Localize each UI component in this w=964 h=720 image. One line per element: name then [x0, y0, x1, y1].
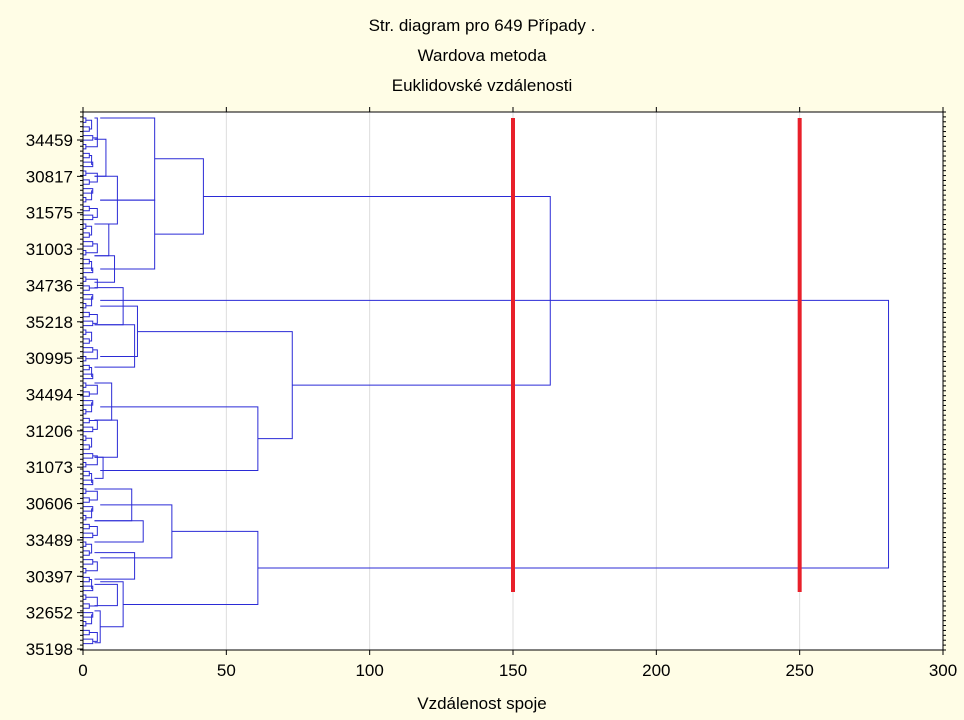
cluster-link [100, 299, 890, 569]
leaf-link [85, 384, 98, 395]
x-tick-label: 100 [355, 661, 383, 680]
leaf-link [89, 155, 93, 165]
leaf-label: 31073 [26, 458, 73, 477]
leaf-label: 31003 [26, 240, 73, 259]
sub-cluster-link [94, 255, 116, 283]
leaf-link [85, 172, 98, 183]
sub-cluster-link [94, 583, 118, 607]
leaf-link [85, 561, 98, 572]
leaf-link [83, 479, 94, 486]
leaf-label: 32652 [26, 604, 73, 623]
leaf-link [89, 632, 98, 642]
leaf-link [89, 526, 98, 536]
leaf-label: 34459 [26, 131, 73, 150]
leaf-link [83, 188, 94, 194]
leaf-link [85, 455, 98, 466]
leaf-link [89, 579, 93, 589]
sub-cluster-link [94, 520, 144, 543]
x-tick-labels: 0 50 100 150 200 250 300 [78, 661, 957, 680]
leaf-link [85, 296, 93, 307]
x-axis-label: Vzdálenost spoje [417, 694, 547, 713]
leaf-link [85, 137, 98, 148]
leaf-link [85, 225, 93, 236]
chart-title-line-3: Euklidovské vzdálenosti [391, 76, 573, 95]
leaf-label: 35198 [26, 640, 73, 659]
leaf-label: 31206 [26, 422, 73, 441]
leaf-link [85, 508, 93, 519]
sub-cluster-link [94, 456, 104, 479]
cluster-link [100, 581, 124, 628]
cluster-link [100, 199, 156, 270]
leaf-label: 33489 [26, 531, 73, 550]
leaf-link [85, 349, 98, 360]
leaf-link [85, 490, 98, 501]
cut-lines [511, 118, 802, 592]
leaf-label: 30397 [26, 567, 73, 586]
x-tick-label: 200 [642, 661, 670, 680]
leaf-link [83, 373, 94, 380]
leaf-link [83, 161, 94, 168]
x-tick-label: 50 [217, 661, 236, 680]
leaf-link [85, 437, 93, 448]
sub-cluster-link [94, 610, 101, 644]
leaf-label: 35218 [26, 313, 73, 332]
leaf-link [83, 400, 94, 406]
leaf-link [89, 208, 98, 218]
leaf-labels: 34459 30817 31575 31003 34736 35218 30995 34494… [26, 131, 73, 659]
leaf-label: 30606 [26, 495, 73, 514]
leaf-link [83, 267, 94, 274]
leaf-link [83, 294, 94, 300]
dendrogram-tree [83, 117, 890, 645]
leaf-link [85, 243, 98, 254]
leaf-link [83, 585, 94, 592]
leaf-label: 34494 [26, 386, 73, 405]
leaf-link [85, 190, 93, 201]
leaf-link [85, 543, 93, 554]
x-tick-label: 300 [929, 661, 957, 680]
x-tick-label: 0 [78, 661, 87, 680]
leaf-link [83, 612, 94, 618]
leaf-label: 34736 [26, 276, 73, 295]
leaf-link [85, 278, 98, 289]
leaf-link [89, 473, 93, 483]
chart-title-line-2: Wardova metoda [417, 46, 547, 65]
sub-cluster-link [94, 552, 136, 580]
leaf-link [89, 261, 93, 271]
sub-cluster-link [94, 419, 118, 458]
leaf-link [89, 367, 93, 377]
leaf-link [89, 314, 98, 324]
leaf-link [85, 119, 93, 130]
sub-cluster-link [94, 324, 136, 368]
leaf-label: 30995 [26, 349, 73, 368]
plot-frame [82, 111, 944, 651]
leaf-link [85, 402, 93, 413]
leaf-label: 31575 [26, 204, 73, 223]
x-tick-label: 250 [785, 661, 813, 680]
x-tick-label: 150 [499, 661, 527, 680]
leaf-label: 30817 [26, 167, 73, 186]
leaf-link [83, 506, 94, 512]
leaf-link [85, 614, 93, 625]
leaf-link [85, 596, 98, 607]
leaf-link [85, 331, 93, 342]
cluster-link [203, 195, 551, 386]
chart-title-line-1: Str. diagram pro 649 Případy . [368, 16, 596, 35]
leaf-link [89, 420, 98, 430]
